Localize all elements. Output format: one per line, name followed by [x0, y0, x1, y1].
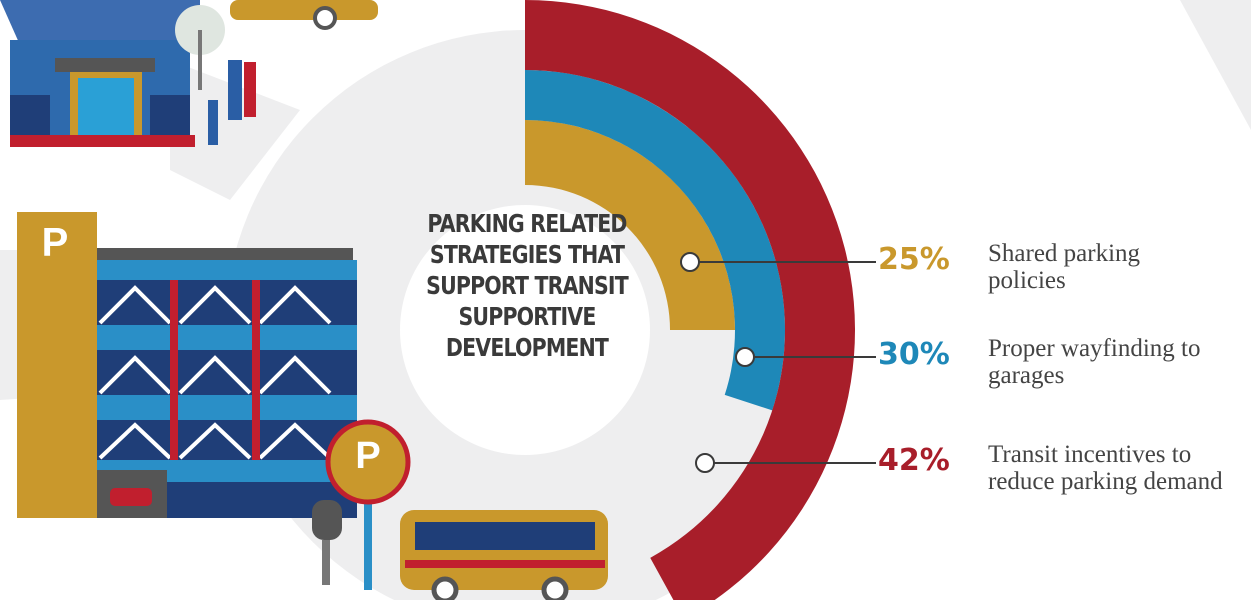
background-shape [1180, 0, 1251, 130]
chart-title: PARKING RELATED STRATEGIES THAT SUPPORT … [426, 209, 629, 362]
svg-text:P: P [355, 435, 380, 477]
garage-illustration: P [17, 212, 357, 518]
category-label: Shared parking policies [988, 240, 1141, 294]
radial-bar [525, 70, 786, 411]
background-shape [170, 60, 300, 200]
radial-bar [525, 0, 855, 600]
leader-dot [735, 347, 755, 367]
category-label: Transit incentives to reduce parking dem… [988, 441, 1223, 495]
leader-dot [680, 252, 700, 272]
value-label: 42% [878, 443, 950, 478]
leader-dot [695, 453, 715, 473]
radial-bar [525, 120, 735, 330]
house-illustration [0, 0, 378, 147]
center-circle [400, 205, 650, 455]
category-label: Proper wayfinding to garages [988, 335, 1201, 389]
value-label: 30% [878, 337, 950, 372]
sign-illustration: P [312, 419, 608, 600]
value-label: 25% [878, 242, 950, 277]
svg-text:P: P [42, 221, 69, 265]
